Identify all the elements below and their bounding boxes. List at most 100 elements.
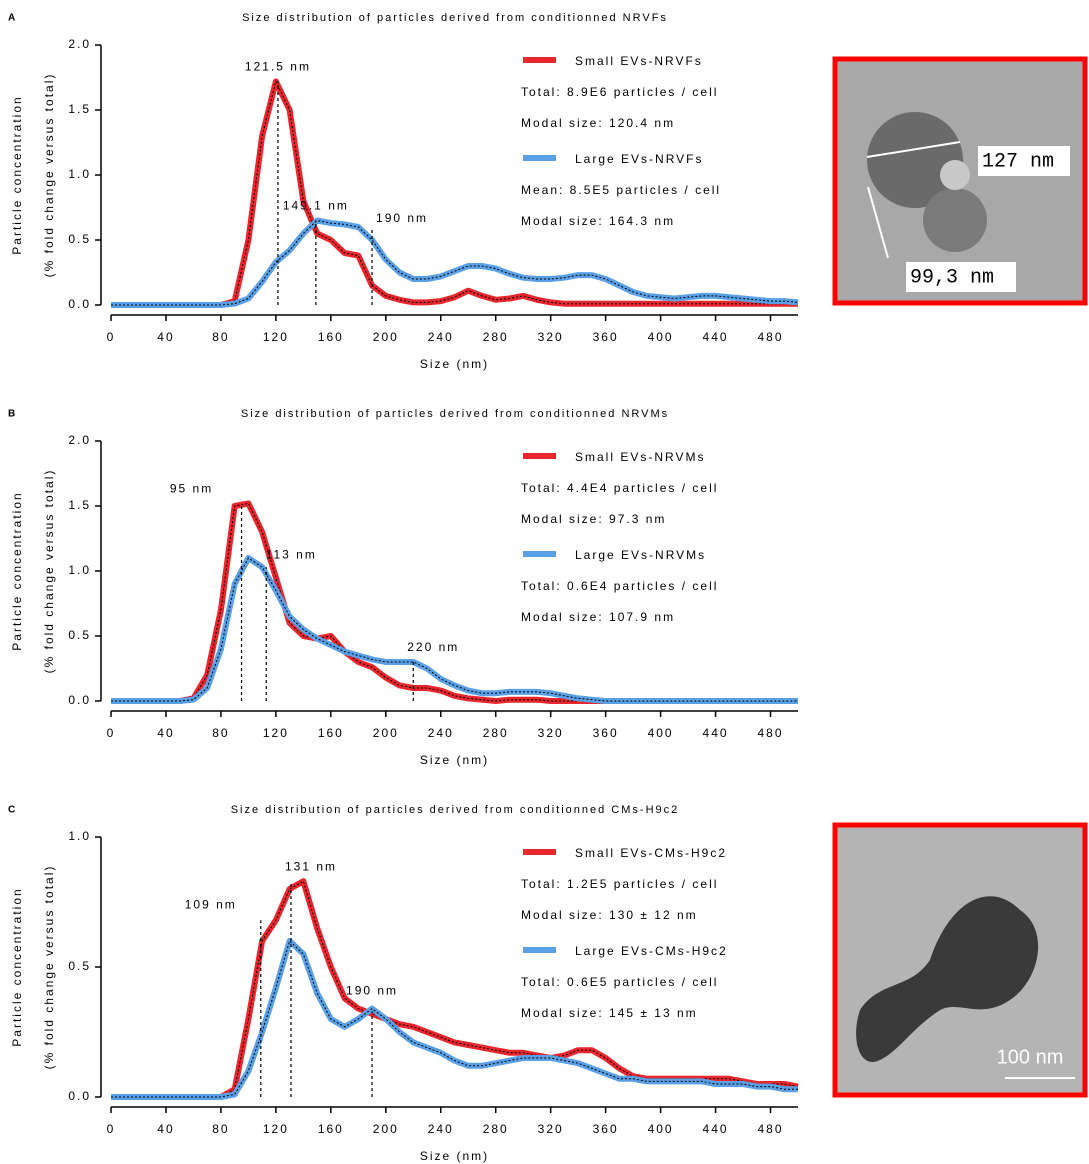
chart: A Size distribution of particles derived …	[8, 12, 799, 371]
x-tick-label: 0	[107, 726, 116, 740]
peak-label: 220 nm	[407, 640, 459, 654]
series-line-core	[111, 557, 798, 702]
y-tick-label: 1.0	[68, 829, 91, 843]
legend-note: Modal size: 164.3 nm	[521, 214, 675, 228]
chart-title: Size distribution of particles derived f…	[231, 804, 680, 816]
y-tick-label: 0.0	[68, 297, 91, 311]
x-tick-label: 240	[428, 726, 454, 740]
series-line-core	[111, 940, 798, 1098]
series-line-core	[111, 219, 799, 306]
legend-note: Modal size: 145 ± 13 nm	[521, 1006, 698, 1020]
x-tick-label: 320	[538, 726, 564, 740]
legend-swatch	[523, 155, 556, 161]
legend-swatch	[523, 551, 556, 557]
x-tick-label: 120	[263, 1122, 289, 1136]
legend-label: Small EVs-NRVMs	[575, 450, 705, 464]
x-tick-label: 280	[483, 330, 509, 344]
x-tick-label: 80	[212, 330, 229, 344]
measure-line	[867, 186, 889, 259]
measure-line	[866, 141, 961, 158]
chart-title: Size distribution of particles derived f…	[242, 12, 668, 24]
peak-label: 149.1 nm	[283, 199, 349, 213]
vesicle	[856, 896, 1039, 1062]
x-tick-label: 480	[758, 330, 784, 344]
x-tick-label: 320	[538, 1122, 564, 1136]
x-tick-label: 440	[703, 1122, 729, 1136]
legend-note: Modal size: 130 ± 12 nm	[521, 908, 698, 922]
peak-label: 109 nm	[185, 897, 237, 911]
x-tick-label: 200	[373, 330, 399, 344]
label-box	[906, 262, 1016, 292]
y-tick-label: 1.0	[68, 167, 91, 181]
vesicle	[923, 188, 987, 252]
x-tick-label: 320	[538, 330, 564, 344]
legend-note: Total: 0.6E4 particles / cell	[521, 579, 718, 593]
y-tick-label: 1.5	[68, 102, 91, 116]
x-tick-label: 400	[648, 1122, 674, 1136]
x-tick-label: 480	[758, 726, 784, 740]
legend-label: Large EVs-CMs-H9c2	[575, 944, 728, 958]
x-tick-label: 440	[703, 330, 729, 344]
peak-label: 113 nm	[266, 547, 317, 561]
x-tick-label: 400	[648, 330, 674, 344]
legend-swatch	[523, 57, 556, 63]
x-tick-label: 0	[107, 330, 116, 344]
y-axis-label: Particle concentration	[10, 491, 24, 650]
series-line	[111, 217, 799, 308]
legend-note: Modal size: 97.3 nm	[521, 512, 666, 526]
y-axis-label: (% fold change versus total)	[42, 73, 56, 278]
x-axis-label: Size (nm)	[420, 357, 489, 371]
x-tick-label: 160	[318, 1122, 344, 1136]
legend-label: Large EVs-NRVMs	[575, 548, 706, 562]
y-tick-label: 1.0	[68, 563, 91, 577]
image-c: 100 nm	[832, 822, 1088, 1098]
x-tick-label: 400	[648, 726, 674, 740]
legend-note: Total: 4.4E4 particles / cell	[521, 481, 718, 495]
x-tick-label: 360	[593, 1122, 619, 1136]
legend-swatch	[523, 947, 556, 953]
panel-letter: B	[8, 409, 17, 420]
x-tick-label: 240	[428, 330, 454, 344]
y-axis-label: (% fold change versus total)	[42, 865, 56, 1070]
y-tick-label: 0.5	[68, 232, 91, 246]
x-axis-label: Size (nm)	[420, 753, 489, 767]
vesicle	[867, 112, 963, 208]
y-tick-label: 2.0	[68, 433, 91, 447]
legend-note: Total: 1.2E5 particles / cell	[521, 877, 718, 891]
x-tick-label: 280	[483, 726, 509, 740]
image-a: 127 nm 99,3 nm	[832, 56, 1088, 306]
legend-note: Modal size: 120.4 nm	[521, 116, 675, 130]
chart: B Size distribution of particles derived …	[8, 408, 798, 767]
legend-swatch	[523, 849, 556, 855]
x-tick-label: 200	[373, 1122, 399, 1136]
x-tick-label: 0	[107, 1122, 116, 1136]
x-tick-label: 80	[212, 1122, 229, 1136]
legend-note: Modal size: 107.9 nm	[521, 610, 675, 624]
y-axis-label: Particle concentration	[10, 95, 24, 254]
scale-label: 100 nm	[997, 1046, 1064, 1068]
panel-letter: C	[8, 805, 17, 816]
legend-label: Large EVs-NRVFs	[575, 152, 703, 166]
chart: C Size distribution of particles derived …	[8, 804, 799, 1163]
vesicle	[940, 160, 970, 190]
x-tick-label: 80	[212, 726, 229, 740]
y-tick-label: 1.5	[68, 498, 91, 512]
x-tick-label: 280	[483, 1122, 509, 1136]
y-tick-label: 0.5	[68, 959, 91, 973]
x-tick-label: 360	[593, 726, 619, 740]
x-tick-label: 40	[157, 330, 174, 344]
peak-label: 121.5 nm	[245, 60, 311, 74]
x-tick-label: 40	[157, 726, 174, 740]
x-tick-label: 240	[428, 1122, 454, 1136]
x-tick-label: 160	[318, 330, 344, 344]
measure-label: 127 nm	[982, 150, 1054, 173]
y-axis-label: Particle concentration	[10, 887, 24, 1046]
peak-label: 190 nm	[346, 983, 398, 997]
x-axis-label: Size (nm)	[420, 1149, 489, 1163]
x-tick-label: 160	[318, 726, 344, 740]
peak-label: 131 nm	[285, 859, 337, 873]
legend-note: Total: 0.6E5 particles / cell	[521, 975, 718, 989]
peak-label: 95 nm	[170, 482, 213, 496]
panel-letter: A	[8, 13, 17, 24]
